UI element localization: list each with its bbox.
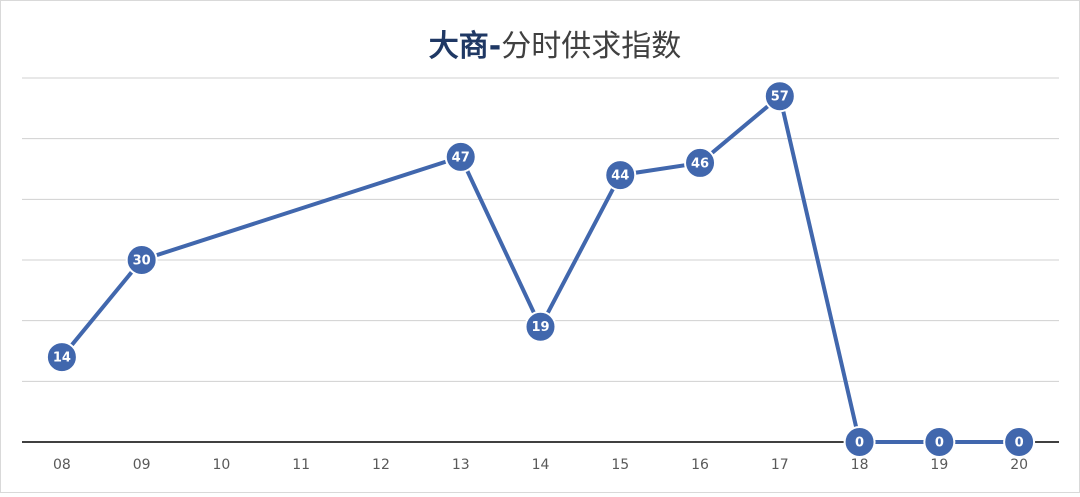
point-label: 57: [771, 90, 789, 105]
point: [604, 159, 637, 192]
chart-title: 大商-分时供求指数: [429, 29, 681, 64]
x-tick-label: 19: [930, 457, 948, 473]
point: [45, 341, 78, 374]
x-tick-label: 16: [691, 457, 709, 473]
point-label: 30: [133, 254, 151, 269]
point: [444, 140, 477, 173]
x-tick-label: 17: [771, 457, 789, 473]
x-tick-label: 18: [851, 457, 869, 473]
point-label: 0: [855, 436, 864, 451]
title-text: 分时供求指数: [501, 29, 681, 64]
point: [1003, 426, 1036, 458]
point-label: 0: [935, 436, 944, 451]
point: [684, 146, 717, 179]
x-tick-label: 09: [133, 457, 151, 473]
point: [125, 244, 158, 276]
point-label: 46: [691, 156, 709, 171]
point-label: 47: [452, 150, 470, 165]
x-tick-label: 12: [372, 457, 390, 473]
x-tick-label: 10: [213, 457, 231, 473]
x-tick-label: 13: [452, 457, 470, 473]
point: [843, 426, 876, 458]
point: [763, 80, 796, 113]
point-label: 19: [531, 320, 549, 335]
point: [524, 310, 557, 343]
point-label: 44: [611, 169, 629, 184]
title-brand: 大商-: [429, 29, 501, 64]
x-tick-label: 14: [532, 457, 550, 473]
point-label: 14: [53, 351, 71, 366]
x-tick-label: 20: [1010, 457, 1028, 473]
point: [923, 426, 956, 458]
x-tick-label: 08: [53, 457, 71, 473]
x-tick-label: 11: [292, 457, 310, 473]
line: [60, 94, 1020, 444]
point-label: 0: [1015, 436, 1024, 451]
x-tick-label: 15: [611, 457, 629, 473]
